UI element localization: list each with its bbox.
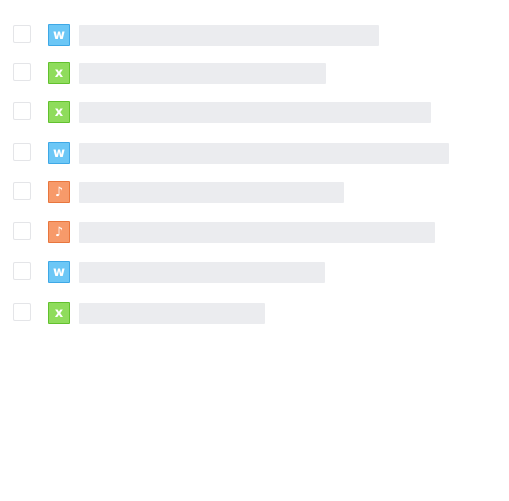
excel-sheet-icon: x	[48, 302, 70, 324]
row-checkbox[interactable]	[13, 222, 31, 240]
row-checkbox[interactable]	[13, 63, 31, 81]
file-row[interactable]: ♪	[0, 181, 509, 211]
row-checkbox[interactable]	[13, 102, 31, 120]
file-row[interactable]: w	[0, 24, 509, 54]
file-row[interactable]: x	[0, 62, 509, 92]
music-note-icon: ♪	[48, 221, 70, 243]
file-name-placeholder[interactable]	[79, 182, 344, 203]
file-row[interactable]: w	[0, 142, 509, 172]
row-checkbox[interactable]	[13, 25, 31, 43]
row-checkbox[interactable]	[13, 303, 31, 321]
row-checkbox[interactable]	[13, 143, 31, 161]
music-note-icon: ♪	[48, 181, 70, 203]
excel-sheet-icon: x	[48, 62, 70, 84]
word-doc-icon: w	[48, 261, 70, 283]
file-name-placeholder[interactable]	[79, 143, 449, 164]
file-name-placeholder[interactable]	[79, 262, 325, 283]
word-doc-icon: w	[48, 24, 70, 46]
file-name-placeholder[interactable]	[79, 102, 431, 123]
file-name-placeholder[interactable]	[79, 303, 265, 324]
file-name-placeholder[interactable]	[79, 222, 435, 243]
word-doc-icon: w	[48, 142, 70, 164]
row-checkbox[interactable]	[13, 182, 31, 200]
excel-sheet-icon: x	[48, 101, 70, 123]
row-checkbox[interactable]	[13, 262, 31, 280]
file-name-placeholder[interactable]	[79, 25, 379, 46]
file-row[interactable]: x	[0, 302, 509, 332]
file-row[interactable]: w	[0, 261, 509, 291]
file-name-placeholder[interactable]	[79, 63, 326, 84]
file-row[interactable]: x	[0, 101, 509, 131]
file-row[interactable]: ♪	[0, 221, 509, 251]
